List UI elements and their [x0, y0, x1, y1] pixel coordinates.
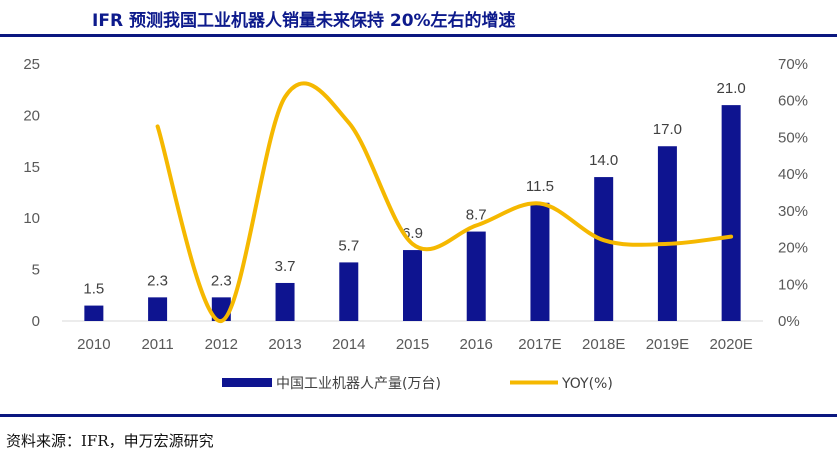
x-tick-label: 2016 — [460, 336, 493, 353]
x-tick-label: 2017E — [518, 336, 561, 353]
bar — [594, 177, 614, 321]
right-y-tick-label: 40% — [778, 166, 808, 183]
right-y-tick-label: 30% — [778, 203, 808, 220]
right-y-axis: 0% 10% 20% 30% 40% 50% 60% 70% — [778, 56, 808, 330]
bar-data-label: 2.3 — [211, 272, 232, 289]
bar-data-label: 11.5 — [526, 178, 554, 195]
x-tick-label: 2012 — [205, 336, 238, 353]
bar-data-label: 8.7 — [466, 207, 487, 224]
bar — [403, 250, 422, 321]
x-tick-label: 2011 — [141, 336, 173, 353]
bar-data-label: 5.7 — [338, 237, 359, 254]
left-y-tick-label: 5 — [32, 262, 40, 279]
legend-line-label: YOY(%) — [561, 376, 613, 392]
right-y-tick-label: 10% — [778, 276, 808, 293]
x-tick-label: 2019E — [646, 336, 689, 353]
x-tick-label: 2015 — [396, 336, 429, 353]
right-y-tick-label: 50% — [778, 129, 808, 146]
source-note: 资料来源：IFR，申万宏源研究 — [6, 432, 214, 450]
bar-data-label: 1.5 — [83, 281, 104, 298]
left-y-axis: 0 5 10 15 20 25 — [23, 56, 40, 330]
left-y-tick-label: 0 — [32, 313, 40, 330]
bar — [339, 262, 359, 321]
right-y-tick-label: 60% — [778, 93, 808, 110]
bar — [84, 305, 104, 321]
bottom-divider — [0, 414, 837, 417]
bar-data-label: 3.7 — [275, 258, 296, 275]
x-tick-label: 2014 — [332, 336, 365, 353]
chart-title: IFR 预测我国工业机器人销量未来保持 20%左右的增速 — [92, 11, 516, 31]
x-tick-label: 2013 — [268, 336, 301, 353]
left-y-tick-label: 20 — [23, 107, 40, 124]
top-divider — [0, 34, 837, 37]
right-y-tick-label: 70% — [778, 56, 808, 73]
bar — [530, 202, 550, 321]
chart-area: 0 5 10 15 20 25 0% 10% 20% 30% 40% 50% 60% 70% 1.5 2.… — [23, 56, 808, 392]
bar-data-label: 21.0 — [717, 80, 746, 97]
bar-data-label: 2.3 — [147, 272, 168, 289]
bar — [148, 297, 168, 321]
bar — [466, 231, 486, 321]
bar — [275, 282, 295, 321]
legend-bar-swatch — [222, 378, 272, 387]
legend: 中国工业机器人产量(万台) YOY(%) — [222, 376, 613, 392]
left-y-tick-label: 10 — [23, 210, 40, 227]
x-axis: 2010 2011 2012 2013 2014 2015 2016 2017E 2018E 20… — [77, 336, 753, 353]
bar — [657, 146, 677, 321]
bar — [721, 105, 741, 322]
bar-data-label: 17.0 — [653, 121, 682, 138]
left-y-tick-label: 25 — [23, 56, 40, 73]
bar-data-labels: 1.5 2.3 2.33.75.76.98.711.514.017.021.0 — [83, 80, 745, 297]
x-tick-label: 2010 — [77, 336, 110, 353]
x-tick-label: 2018E — [582, 336, 625, 353]
left-y-tick-label: 15 — [23, 159, 40, 176]
legend-bar-label: 中国工业机器人产量(万台) — [276, 376, 441, 392]
bar-series — [84, 105, 741, 322]
bar-data-label: 14.0 — [589, 152, 618, 169]
right-y-tick-label: 20% — [778, 240, 808, 257]
x-tick-label: 2020E — [709, 336, 752, 353]
right-y-tick-label: 0% — [778, 313, 800, 330]
yoy-line — [155, 81, 734, 323]
